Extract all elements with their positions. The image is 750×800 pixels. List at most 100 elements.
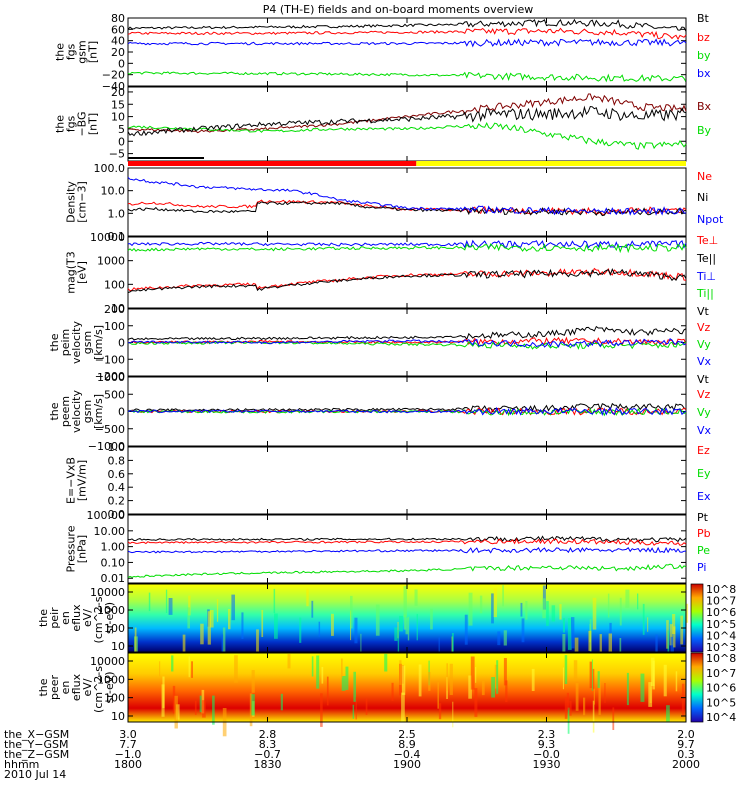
spectrogram-streak — [212, 695, 215, 725]
spectrogram-streak — [168, 598, 173, 615]
y-tick-label: 0 — [118, 337, 125, 350]
y-axis-label-line: en — [59, 611, 72, 625]
spectrogram-streak — [604, 683, 606, 703]
spectrogram-streak — [209, 610, 214, 628]
spectrogram-streak — [355, 697, 357, 720]
panel-peim-velocity: 2001000−100−200thepeimvelocitygsm[km/s]V… — [48, 303, 712, 383]
spectrogram-streak — [588, 630, 592, 651]
y-tick-label: 10.0 — [101, 185, 126, 198]
legend-label: Vt — [697, 373, 710, 386]
x-tick-label: 1930 — [533, 758, 561, 771]
y-tick-label: 0 — [118, 135, 125, 148]
spectrogram-streak — [401, 665, 406, 695]
spectrogram-streak — [497, 631, 501, 646]
y-axis-label-line: [nT] — [87, 113, 100, 135]
spectrogram-streak — [637, 593, 639, 610]
legend-label: Ez — [697, 444, 710, 457]
x-tick-label: −0.0 — [533, 748, 560, 761]
x-tick-label: 3.0 — [119, 728, 137, 741]
y-tick-label: 500 — [104, 388, 125, 401]
legend-label: Te⊥ — [696, 234, 718, 247]
spectrogram-streak — [667, 630, 670, 658]
spectrogram-streak — [496, 660, 499, 694]
spectrogram-streak — [360, 633, 362, 665]
spectrogram-streak — [531, 668, 535, 691]
colorbar-tick-label: 10^7 — [706, 595, 736, 608]
y-tick-label: 10 — [111, 302, 125, 315]
series-line-Ti — [127, 239, 687, 249]
spectrogram-streak — [403, 586, 407, 617]
spectrogram-streak — [438, 637, 440, 653]
spectrogram-streak — [593, 688, 595, 705]
y-tick-label: 15 — [111, 98, 125, 111]
y-tick-label: −200 — [95, 370, 125, 383]
spectrogram-streak — [341, 676, 346, 691]
y-axis-label-line: sr-eV) — [103, 671, 116, 703]
colorbar-tick-label: 10^4 — [706, 711, 736, 724]
legend-label: Pe — [697, 544, 710, 557]
y-axis-label-line: fgs — [65, 43, 78, 60]
spectrogram-streak — [148, 592, 151, 612]
spectrogram-streak — [251, 670, 255, 693]
spectrogram-streak — [493, 588, 497, 618]
spectrogram-streak — [182, 634, 186, 652]
y-tick-label: 10 — [111, 111, 125, 124]
spectrogram-streak — [569, 700, 572, 716]
spectrogram-streak — [491, 593, 494, 624]
legend-label: Ex — [697, 490, 711, 503]
spectrogram-streak — [399, 660, 402, 685]
x-tick-label: 8.9 — [398, 738, 416, 751]
x-tick-label: 1900 — [393, 758, 421, 771]
spectrogram-streak — [675, 671, 678, 692]
spectrogram-streak — [365, 698, 368, 715]
spectrogram-streak — [502, 585, 504, 607]
panel-frame — [127, 446, 687, 515]
y-tick-label: 100.0 — [94, 162, 126, 175]
spectrogram-streak — [670, 636, 674, 663]
spectrogram-streak — [216, 599, 219, 622]
spectrogram-streak — [583, 697, 586, 716]
y-tick-label: −40 — [102, 80, 125, 93]
legend-label: Vz — [697, 321, 711, 334]
spectrogram-streak — [663, 664, 667, 697]
legend-label: Vx — [697, 424, 712, 437]
y-axis-label-line: Density — [65, 181, 78, 223]
spectrogram-streak — [575, 683, 579, 711]
spectrogram-streak — [352, 704, 355, 719]
x-tick-label: 2.5 — [398, 728, 416, 741]
series-line-Pb — [127, 537, 687, 546]
panel-temperature: 10000 1000 100 10 mag(T3[eV] Te⊥ Te|| Ti⊥ Ti|| — [65, 231, 719, 315]
spectrogram-streak — [165, 589, 168, 613]
y-axis-label: E=−VxB[mV/m] — [65, 457, 89, 504]
spectrogram-streak — [475, 667, 477, 683]
y-axis-label-line: en — [59, 681, 72, 695]
spectrogram-streak — [274, 613, 278, 639]
spectrogram-streak — [222, 627, 226, 661]
spectrogram-streak — [574, 637, 579, 657]
spectrogram-streak — [438, 703, 442, 720]
y-axis-label-line: eflux — [70, 673, 83, 701]
spectrogram-streak — [626, 672, 629, 706]
y-tick-label: 1000 — [97, 604, 125, 617]
panel-efield: 1.00.80.60.40.20.0 E=−VxB[mV/m] Ez Ey Ex — [65, 441, 711, 521]
y-axis-label-line: the — [37, 678, 50, 696]
y-tick-label: 100 — [104, 692, 125, 705]
spectrogram-streak — [591, 659, 593, 691]
y-tick-label: 0 — [118, 406, 125, 419]
x-tick-label: 2000 — [672, 758, 700, 771]
spectrogram-streak — [681, 683, 685, 717]
y-axis-label-line: velocity — [70, 390, 83, 433]
y-axis-label: thefgsgsm[nT] — [54, 40, 100, 63]
spectrogram-streak — [525, 601, 528, 620]
spectrogram-streak — [685, 603, 689, 623]
spectrogram-streak — [287, 654, 291, 669]
y-tick-label: 0 — [118, 57, 125, 70]
y-axis-label-line: [cm−3] — [76, 181, 89, 223]
spectrogram-streak — [437, 682, 439, 709]
spectrogram-streak — [680, 615, 684, 645]
spectrogram-streak — [650, 657, 655, 686]
x-tick-label: 9.7 — [677, 738, 695, 751]
spectrogram-streak — [311, 600, 314, 618]
spectrogram-streak — [318, 621, 321, 637]
spectrogram-streak — [564, 655, 568, 684]
